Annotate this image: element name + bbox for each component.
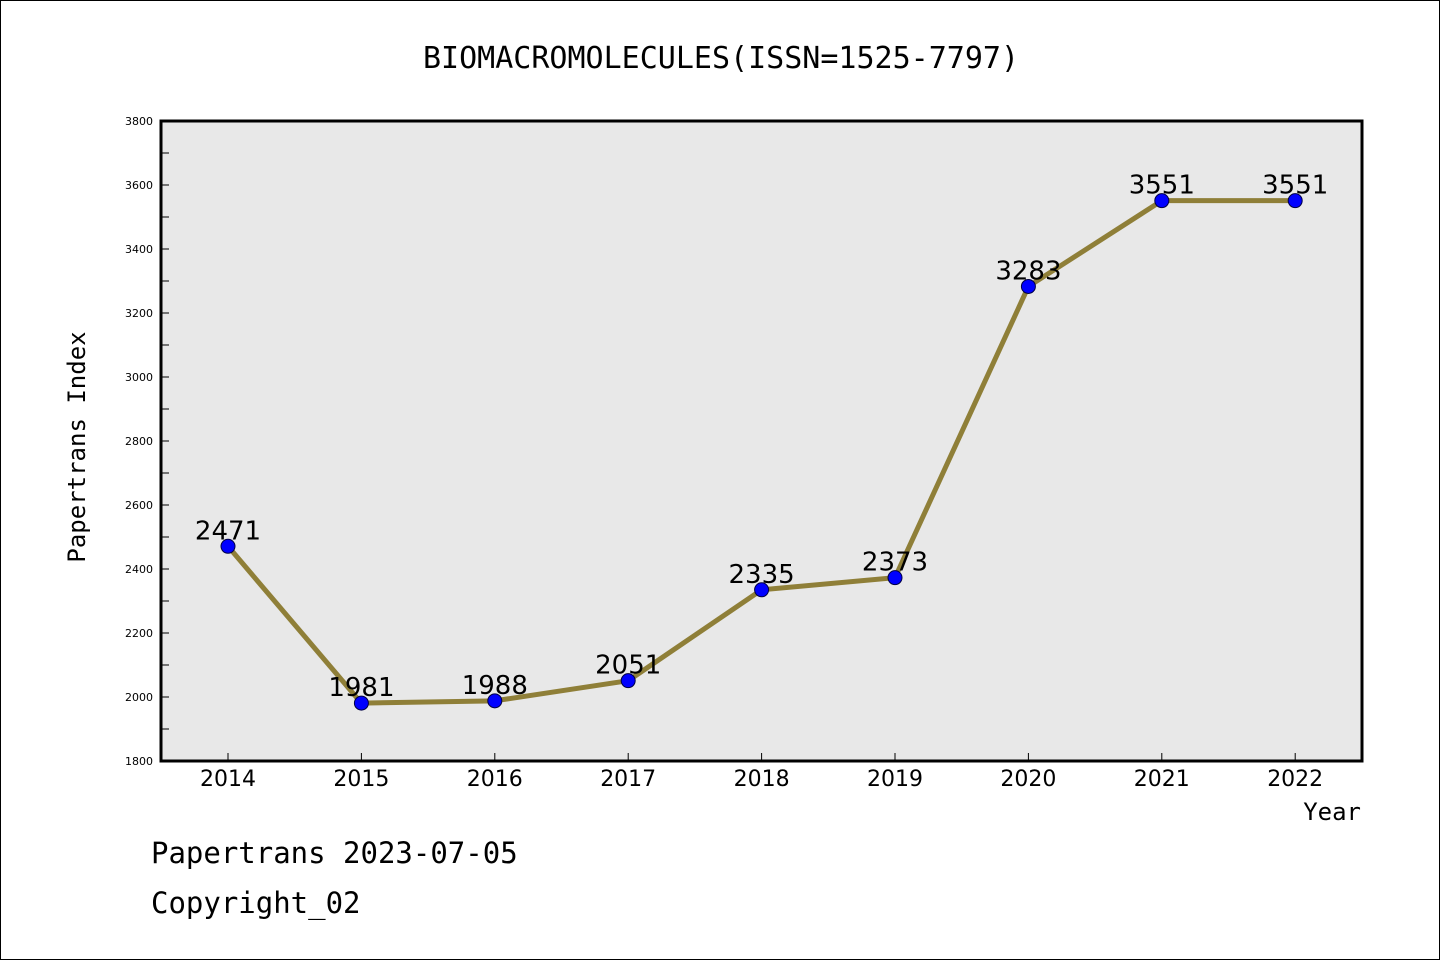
data-point-2017 [620,673,636,689]
data-label-2018: 2335 [729,560,795,590]
series-markers [220,193,1303,711]
x-tick-label-2022: 2022 [1267,767,1323,792]
data-label-2015: 1981 [328,673,394,703]
data-point-2016 [487,693,503,709]
data-label-2021: 3551 [1129,171,1195,201]
x-tick-label-2020: 2020 [1000,767,1056,792]
data-label-2016: 1988 [462,671,528,701]
plot-area [159,119,1364,763]
x-tick-label-2014: 2014 [200,767,256,792]
data-point-2014 [220,538,236,554]
y-tick-label-3600: 3600 [125,179,153,192]
footer-date: Papertrans 2023-07-05 [151,836,518,870]
x-axis: 2014 2015 2016 2017 2018 2019 2020 2021 2022 [200,753,1323,792]
x-axis-title: Year [1303,798,1361,826]
data-point-2019 [887,570,903,586]
data-label-2014: 2471 [195,516,261,546]
x-tick-label-2015: 2015 [333,767,389,792]
x-tick-label-2018: 2018 [734,767,790,792]
y-tick-label-2800: 2800 [125,435,153,448]
data-point-2021 [1154,193,1170,209]
footer-copyright: Copyright_02 [151,886,361,920]
y-tick-label-3800: 3800 [125,115,153,128]
x-tick-label-2017: 2017 [600,767,656,792]
x-tick-label-2019: 2019 [867,767,923,792]
y-tick-label-3400: 3400 [125,243,153,256]
data-label-2019: 2373 [862,548,928,578]
y-tick-label-3200: 3200 [125,307,153,320]
data-point-2015 [353,695,369,711]
y-tick-label-2000: 2000 [125,691,153,704]
y-tick-label-1800: 1800 [125,755,153,768]
data-label-2020: 3283 [995,256,1061,286]
y-axis: 1800 2000 2200 2400 2600 2800 3000 3200 3400 3600… [125,115,169,768]
x-tick-label-2016: 2016 [467,767,523,792]
data-point-2020 [1020,278,1036,294]
y-tick-label-2400: 2400 [125,563,153,576]
data-labels: 2471 1981 1988 2051 2335 2373 3283 3551 3551 [195,171,1328,703]
chart-title: BIOMACROMOLECULES(ISSN=1525-7797) [423,41,1019,76]
data-point-2022 [1287,193,1303,209]
data-label-2017: 2051 [595,651,661,681]
x-tick-label-2021: 2021 [1134,767,1190,792]
y-axis-title: Papertrans Index [63,331,91,562]
y-tick-label-2600: 2600 [125,499,153,512]
data-point-2018 [754,582,770,598]
data-label-2022: 3551 [1262,171,1328,201]
y-tick-label-2200: 2200 [125,627,153,640]
y-tick-label-3000: 3000 [125,371,153,384]
